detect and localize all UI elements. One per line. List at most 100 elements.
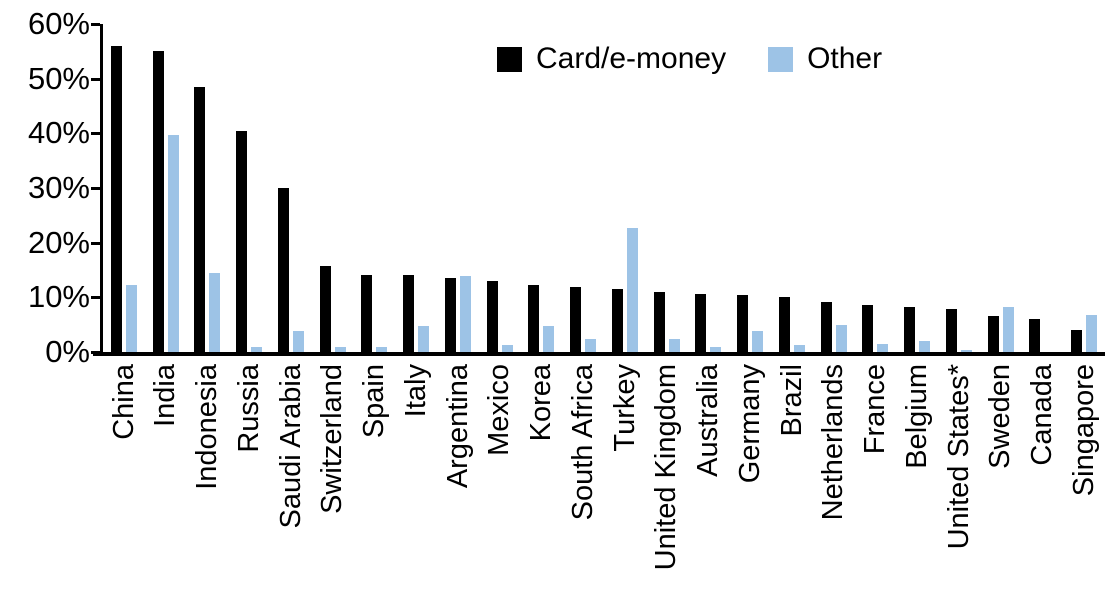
x-axis-label: India [149, 364, 182, 427]
x-axis-label: China [107, 364, 140, 440]
bar-group [562, 24, 604, 352]
x-axis-label: Sweden [984, 364, 1017, 469]
bar-other [376, 347, 388, 352]
x-axis-label: United Kingdom [650, 364, 683, 571]
bar-other [167, 135, 179, 352]
x-axis-label-cell: China [103, 364, 145, 592]
x-axis-label: Canada [1026, 364, 1059, 466]
bar-card-e-money [403, 275, 415, 352]
x-axis-label-cell: Switzerland [312, 364, 354, 592]
bar-card-e-money [1029, 319, 1041, 352]
bar-other [334, 347, 346, 352]
x-axis-label-cell: South Africa [562, 364, 604, 592]
y-axis-tick [91, 187, 100, 190]
y-axis-tick-label: 30% [27, 170, 90, 205]
x-axis-label: Mexico [483, 364, 516, 456]
bar-group [145, 24, 187, 352]
bar-other [585, 339, 597, 352]
x-axis-label: Netherlands [817, 364, 850, 521]
y-axis-tick [91, 241, 100, 245]
bar-group [688, 24, 730, 352]
bar-other [960, 350, 972, 352]
x-axis-label: Switzerland [316, 364, 349, 514]
y-axis-tick-label: 40% [27, 115, 90, 151]
bar-group [855, 24, 897, 352]
x-axis-label-cell: Brazil [771, 364, 813, 592]
y-axis-tick [91, 296, 100, 300]
y-axis-tick [91, 351, 100, 354]
bar-group [980, 24, 1022, 352]
x-axis-label-cell: Saudi Arabia [270, 364, 312, 592]
legend-label-card: Card/e-money [536, 42, 727, 75]
bar-group [646, 24, 688, 352]
bar-group [813, 24, 855, 352]
bar-card-e-money [1071, 330, 1083, 352]
x-axis-label-cell: Argentina [437, 364, 479, 592]
x-axis-line [93, 352, 1105, 356]
x-axis-label: Germany [733, 364, 766, 484]
y-axis-tick [91, 77, 100, 81]
bar-card-e-money [945, 309, 957, 352]
x-axis-label: Russia [232, 364, 265, 453]
bar-group [354, 24, 396, 352]
x-axis-label-cell: Australia [688, 364, 730, 592]
x-axis-label: Australia [692, 364, 725, 477]
bar-card-e-money [611, 289, 623, 352]
bar-card-e-money [778, 297, 790, 352]
legend-item-card: Card/e-money [497, 42, 726, 76]
bar-group [729, 24, 771, 352]
bar-card-e-money [904, 307, 916, 352]
bar-groups [103, 24, 1105, 352]
x-axis-label-cell: Canada [1022, 364, 1064, 592]
bar-card-e-money [653, 292, 665, 352]
bar-other [835, 325, 847, 352]
bar-other [209, 273, 221, 352]
x-axis-label-cell: Spain [354, 364, 396, 592]
bar-other [919, 341, 931, 352]
x-axis-label: Turkey [608, 364, 641, 452]
bar-group [1063, 24, 1105, 352]
y-axis-tick-label: 10% [27, 279, 90, 315]
bar-card-e-money [361, 275, 373, 352]
x-axis-label-cell: United States* [938, 364, 980, 592]
x-axis-label: Singapore [1067, 364, 1100, 497]
x-axis-label: South Africa [566, 364, 599, 521]
bar-card-e-money [277, 188, 289, 352]
bar-group [521, 24, 563, 352]
x-axis-labels: China India Indonesia Russia Saudi Arabia Swi… [103, 364, 1105, 592]
bar-other [710, 347, 722, 352]
bar-group [896, 24, 938, 352]
bar-card-e-money [695, 294, 707, 352]
bar-group [103, 24, 145, 352]
x-axis-label-cell: France [855, 364, 897, 592]
chart-legend: Card/e-money Other [497, 42, 882, 76]
x-axis-label: France [859, 364, 892, 455]
bar-card-e-money [110, 46, 122, 352]
bar-other [668, 339, 680, 352]
x-axis-label-cell: Korea [521, 364, 563, 592]
bar-card-e-money [862, 305, 874, 352]
bar-other [1086, 315, 1098, 352]
x-axis-label: Italy [399, 364, 432, 418]
bar-group [604, 24, 646, 352]
y-axis-tick-label: 60% [27, 6, 90, 41]
bar-card-e-money [152, 51, 164, 352]
bar-other [752, 331, 764, 352]
bar-group [270, 24, 312, 352]
x-axis-label: Argentina [441, 364, 474, 489]
bar-group [1022, 24, 1064, 352]
card-series-swatch-icon [497, 46, 522, 72]
y-axis-tick-label: 0% [45, 334, 90, 369]
y-axis-tick-label: 20% [27, 224, 90, 260]
bar-other [877, 344, 889, 352]
x-axis-label-cell: Belgium [896, 364, 938, 592]
x-axis-label-cell: Indonesia [187, 364, 229, 592]
bar-other [626, 228, 638, 352]
x-axis-label-cell: Mexico [479, 364, 521, 592]
x-axis-label-cell: United Kingdom [646, 364, 688, 592]
bar-card-e-money [486, 281, 498, 352]
bar-other [125, 285, 137, 352]
y-axis-tick [91, 132, 100, 136]
y-axis-tick [91, 23, 100, 26]
